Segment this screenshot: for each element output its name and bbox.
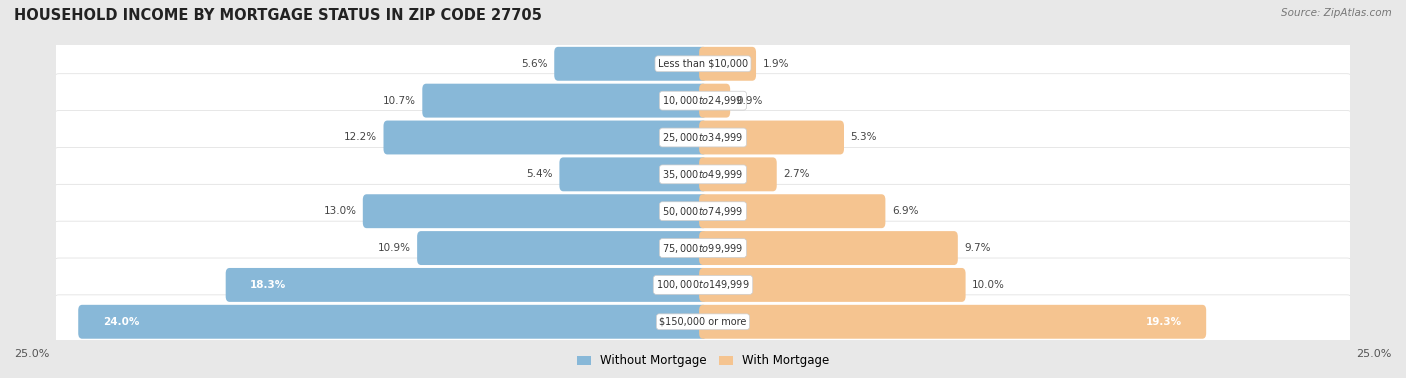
FancyBboxPatch shape (699, 84, 730, 118)
FancyBboxPatch shape (699, 194, 886, 228)
Text: 10.0%: 10.0% (972, 280, 1005, 290)
FancyBboxPatch shape (363, 194, 707, 228)
Text: 6.9%: 6.9% (891, 206, 918, 216)
Text: 24.0%: 24.0% (103, 317, 139, 327)
Legend: Without Mortgage, With Mortgage: Without Mortgage, With Mortgage (572, 350, 834, 372)
FancyBboxPatch shape (422, 84, 707, 118)
Text: 12.2%: 12.2% (344, 133, 377, 143)
Text: 25.0%: 25.0% (14, 349, 49, 359)
FancyBboxPatch shape (699, 231, 957, 265)
Text: 10.7%: 10.7% (382, 96, 416, 105)
Text: Source: ZipAtlas.com: Source: ZipAtlas.com (1281, 8, 1392, 17)
FancyBboxPatch shape (699, 268, 966, 302)
FancyBboxPatch shape (418, 231, 707, 265)
FancyBboxPatch shape (51, 221, 1355, 275)
Text: 25.0%: 25.0% (1357, 349, 1392, 359)
FancyBboxPatch shape (52, 149, 1354, 201)
FancyBboxPatch shape (52, 260, 1354, 312)
Text: 5.3%: 5.3% (851, 133, 877, 143)
FancyBboxPatch shape (51, 37, 1355, 91)
FancyBboxPatch shape (51, 258, 1355, 312)
Text: 9.7%: 9.7% (965, 243, 991, 253)
Text: HOUSEHOLD INCOME BY MORTGAGE STATUS IN ZIP CODE 27705: HOUSEHOLD INCOME BY MORTGAGE STATUS IN Z… (14, 8, 541, 23)
FancyBboxPatch shape (699, 121, 844, 155)
Text: $25,000 to $34,999: $25,000 to $34,999 (662, 131, 744, 144)
FancyBboxPatch shape (52, 297, 1354, 349)
FancyBboxPatch shape (79, 305, 707, 339)
Text: $10,000 to $24,999: $10,000 to $24,999 (662, 94, 744, 107)
FancyBboxPatch shape (51, 111, 1355, 164)
Text: 5.6%: 5.6% (522, 59, 548, 69)
Text: 19.3%: 19.3% (1146, 317, 1181, 327)
FancyBboxPatch shape (52, 223, 1354, 275)
Text: $35,000 to $49,999: $35,000 to $49,999 (662, 168, 744, 181)
FancyBboxPatch shape (52, 112, 1354, 164)
Text: 2.7%: 2.7% (783, 169, 810, 179)
FancyBboxPatch shape (226, 268, 707, 302)
Text: 1.9%: 1.9% (762, 59, 789, 69)
FancyBboxPatch shape (52, 76, 1354, 127)
Text: $50,000 to $74,999: $50,000 to $74,999 (662, 205, 744, 218)
FancyBboxPatch shape (560, 157, 707, 191)
Text: $150,000 or more: $150,000 or more (659, 317, 747, 327)
FancyBboxPatch shape (51, 74, 1355, 127)
FancyBboxPatch shape (384, 121, 707, 155)
FancyBboxPatch shape (699, 157, 776, 191)
FancyBboxPatch shape (51, 184, 1355, 238)
Text: $100,000 to $149,999: $100,000 to $149,999 (657, 279, 749, 291)
Text: $75,000 to $99,999: $75,000 to $99,999 (662, 242, 744, 254)
FancyBboxPatch shape (51, 147, 1355, 201)
FancyBboxPatch shape (51, 295, 1355, 349)
FancyBboxPatch shape (699, 47, 756, 81)
Text: 5.4%: 5.4% (526, 169, 553, 179)
Text: Less than $10,000: Less than $10,000 (658, 59, 748, 69)
FancyBboxPatch shape (52, 186, 1354, 238)
FancyBboxPatch shape (554, 47, 707, 81)
Text: 10.9%: 10.9% (378, 243, 411, 253)
FancyBboxPatch shape (52, 39, 1354, 91)
Text: 13.0%: 13.0% (323, 206, 356, 216)
Text: 0.9%: 0.9% (737, 96, 763, 105)
Text: 18.3%: 18.3% (250, 280, 287, 290)
FancyBboxPatch shape (699, 305, 1206, 339)
